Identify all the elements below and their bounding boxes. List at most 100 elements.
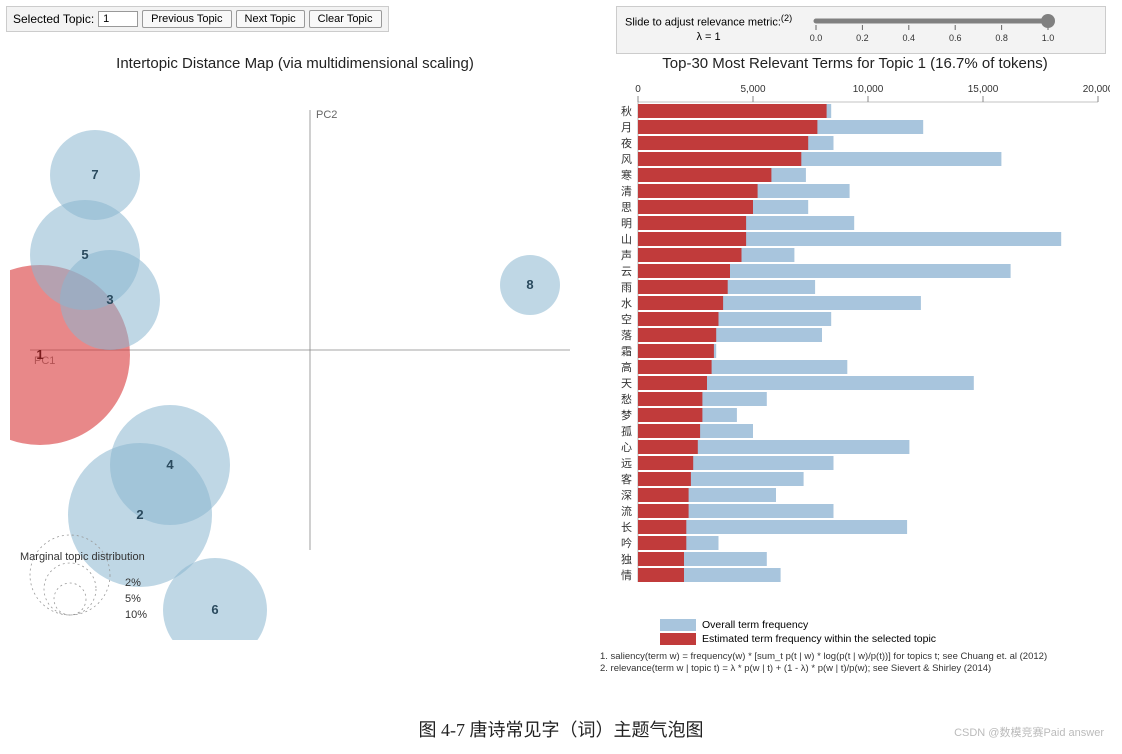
term-label: 情: [621, 569, 632, 582]
term-label: 声: [621, 248, 632, 262]
bar-topic: [638, 504, 689, 518]
selected-topic-label: Selected Topic:: [13, 12, 94, 26]
term-label: 愁: [621, 393, 632, 406]
term-label: 天: [621, 378, 632, 390]
footnote-2: 2. relevance(term w | topic t) = λ * p(w…: [600, 663, 1110, 675]
footnote-1: 1. saliency(term w) = frequency(w) * [su…: [600, 651, 1110, 663]
lambda-slider[interactable]: 0.0 0.2 0.4 0.6 0.8 1.0: [802, 11, 1097, 47]
term-label: 心: [621, 441, 632, 454]
term-label: 清: [621, 185, 632, 198]
slider-label: Slide to adjust relevance metric:(2) λ =…: [625, 13, 792, 44]
bar-topic: [638, 248, 742, 262]
term-label: 霜: [621, 345, 632, 358]
bar-topic: [638, 168, 771, 182]
bar-topic: [638, 264, 730, 278]
topic-label-6: 6: [211, 602, 218, 617]
svg-text:0.8: 0.8: [995, 33, 1008, 43]
svg-text:5,000: 5,000: [740, 84, 765, 95]
svg-text:5%: 5%: [125, 593, 141, 605]
bar-topic: [638, 472, 691, 486]
selected-topic-input[interactable]: [98, 11, 138, 27]
term-label: 落: [621, 329, 632, 342]
bar-topic: [638, 392, 702, 406]
svg-text:1.0: 1.0: [1042, 33, 1055, 43]
term-label: 客: [621, 472, 632, 486]
bar-topic: [638, 520, 686, 534]
term-label: 云: [621, 266, 632, 278]
term-label: 长: [621, 521, 632, 534]
bar-topic: [638, 568, 684, 582]
bar-topic: [638, 280, 728, 294]
bar-topic: [638, 344, 714, 358]
term-label: 雨: [621, 282, 632, 294]
intertopic-map[interactable]: PC2PC112345678Marginal topic distributio…: [10, 80, 580, 640]
term-label: 独: [621, 553, 632, 566]
bar-topic: [638, 376, 707, 390]
bar-topic: [638, 328, 716, 342]
term-label: 远: [621, 457, 632, 470]
svg-text:PC2: PC2: [316, 109, 337, 121]
term-label: 思: [621, 201, 632, 214]
term-label: 空: [621, 312, 632, 326]
term-label: 流: [621, 504, 632, 518]
bar-topic: [638, 456, 693, 470]
svg-text:0.0: 0.0: [810, 33, 823, 43]
legend-overall: Overall term frequency: [660, 619, 1110, 631]
svg-text:Marginal topic distribution: Marginal topic distribution: [20, 551, 145, 563]
svg-text:10%: 10%: [125, 609, 147, 621]
bar-topic: [638, 216, 746, 230]
next-topic-button[interactable]: Next Topic: [236, 10, 305, 28]
term-label: 明: [621, 217, 632, 230]
topic-label-1: 1: [36, 347, 43, 362]
term-label: 高: [621, 360, 632, 374]
bar-topic: [638, 184, 758, 198]
svg-text:20,000: 20,000: [1083, 84, 1110, 95]
svg-text:0.6: 0.6: [949, 33, 962, 43]
term-label: 深: [621, 489, 632, 502]
bar-topic: [638, 296, 723, 310]
bar-topic: [638, 408, 702, 422]
term-label: 秋: [621, 104, 632, 118]
term-label: 风: [621, 153, 632, 166]
bar-topic: [638, 200, 753, 214]
svg-text:0.4: 0.4: [903, 33, 916, 43]
term-label: 月: [621, 122, 632, 134]
legend: Overall term frequency Estimated term fr…: [660, 619, 1110, 645]
svg-text:2%: 2%: [125, 577, 141, 589]
svg-text:15,000: 15,000: [968, 84, 999, 95]
topic-label-8: 8: [526, 277, 533, 292]
bar-topic: [638, 536, 686, 550]
bar-topic: [638, 360, 712, 374]
svg-text:0.2: 0.2: [856, 33, 869, 43]
bar-topic: [638, 232, 746, 246]
bar-topic: [638, 552, 684, 566]
svg-text:10,000: 10,000: [853, 84, 884, 95]
bar-topic: [638, 136, 808, 150]
bar-topic: [638, 120, 817, 134]
previous-topic-button[interactable]: Previous Topic: [142, 10, 231, 28]
bar-topic: [638, 152, 801, 166]
lambda-slider-box: Slide to adjust relevance metric:(2) λ =…: [616, 6, 1106, 54]
clear-topic-button[interactable]: Clear Topic: [309, 10, 382, 28]
right-title: Top-30 Most Relevant Terms for Topic 1 (…: [600, 55, 1110, 72]
bar-topic: [638, 312, 719, 326]
term-label: 夜: [621, 136, 632, 150]
topic-label-3: 3: [106, 292, 113, 307]
term-label: 吟: [621, 536, 632, 550]
watermark: CSDN @数模竞赛Paid answer: [954, 724, 1104, 740]
intertopic-map-panel: Intertopic Distance Map (via multidimens…: [10, 55, 580, 645]
topic-label-2: 2: [136, 507, 143, 522]
bar-topic: [638, 440, 698, 454]
topic-label-4: 4: [166, 457, 174, 472]
term-label: 寒: [621, 168, 632, 182]
term-bars-panel: Top-30 Most Relevant Terms for Topic 1 (…: [600, 55, 1110, 676]
term-label: 山: [621, 233, 632, 246]
topic-label-5: 5: [81, 247, 88, 262]
term-bar-chart: 05,00010,00015,00020,000秋月夜风寒清思明山声云雨水空落霜…: [600, 80, 1110, 610]
left-title: Intertopic Distance Map (via multidimens…: [10, 55, 580, 72]
term-label: 梦: [621, 409, 632, 422]
topic-controls: Selected Topic: Previous Topic Next Topi…: [6, 6, 389, 32]
term-label: 水: [621, 297, 632, 310]
bar-topic: [638, 424, 700, 438]
bar-topic: [638, 488, 689, 502]
